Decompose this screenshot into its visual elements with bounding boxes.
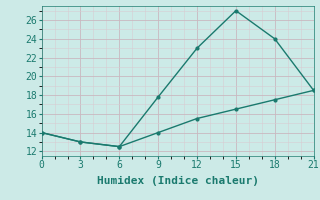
X-axis label: Humidex (Indice chaleur): Humidex (Indice chaleur) (97, 176, 259, 186)
